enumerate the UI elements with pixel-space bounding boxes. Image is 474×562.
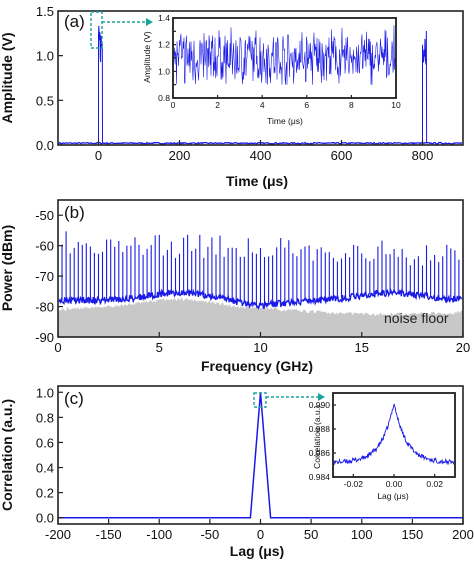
panel-c-xtick-label: -200 (45, 527, 71, 542)
panel-a-inset: 0 2 4 6 8 10 0.8 1.0 1.2 1.4 Time (μs) Amplitude … (142, 13, 401, 126)
panel-a-inset-ytick-label: 0.8 (158, 93, 170, 103)
panel-b-ytick-label: -80 (35, 300, 54, 315)
panel-b: 0 5 10 15 20-90-80-70-60-50 (b) noise floor … (0, 199, 470, 374)
panel-a-zoom-box (90, 11, 103, 49)
panel-a-inset-ylabel: Amplitude (V) (142, 31, 152, 83)
panel-c-xtick-label: -50 (200, 527, 219, 542)
panel-c-ylabel: Correlation (a.u.) (0, 399, 15, 511)
panel-b-xlabel: Frequency (GHz) (201, 358, 313, 374)
panel-c-inset-xlabel: Lag (μs) (377, 491, 409, 501)
panel-a-xtick-label: 200 (169, 148, 191, 163)
noise-floor-area (58, 297, 463, 337)
panel-a-ytick-label: 0.0 (36, 138, 54, 153)
panel-c-zoom-box (253, 392, 267, 408)
panel-a-xtick-label: 600 (331, 148, 353, 163)
panel-c-inset-ylabel: Correlation (a.u.) (312, 405, 322, 469)
panel-a-inset-trace (173, 25, 396, 85)
panel-c-inset-xtick-label: 0.00 (386, 479, 403, 489)
panel-c-xtick-label: 100 (351, 527, 373, 542)
panel-c-label: (c) (64, 389, 84, 408)
noise-floor-label: noise floor (384, 310, 449, 326)
panel-c-ytick-label: 0.4 (36, 461, 54, 476)
panel-c: -200 -150 -100 -50 0 50 100 150 200 0.0 0.2 0.4 0.6 0… (0, 385, 474, 559)
panel-a-inset-xtick-label: 0 (171, 100, 176, 110)
panel-a-ytick-label: 1.5 (36, 4, 54, 19)
panel-a-xtick-label: 400 (250, 148, 272, 163)
panel-c-ytick-label: 0.6 (36, 435, 54, 450)
panel-a-inset-xlabel: Time (μs) (267, 116, 303, 126)
panel-a-label: (a) (64, 12, 85, 31)
panel-a-inset-ytick-label: 1.2 (158, 40, 170, 50)
panel-a-pulse (422, 30, 428, 144)
panel-c-xtick-label: -150 (96, 527, 122, 542)
panel-c-xtick-label: -100 (146, 527, 172, 542)
panel-a-inset-xtick-label: 10 (391, 100, 401, 110)
panel-c-inset-background (333, 393, 455, 477)
panel-c-ytick-label: 1.0 (36, 385, 54, 400)
panel-a-xtick-label: 800 (412, 148, 434, 163)
panel-c-inset-ytick-label: 0.986 (309, 448, 331, 458)
panel-b-xtick-label: 0 (54, 340, 61, 355)
panel-c-inset-ytick-label: 0.984 (309, 472, 331, 482)
panel-b-label: (b) (64, 203, 85, 222)
panel-a-inset-xtick-label: 2 (215, 100, 220, 110)
panel-b-ylabel: Power (dBm) (0, 225, 15, 311)
panel-b-ytick-label: -50 (35, 208, 54, 223)
panel-c-xtick-label: 200 (452, 527, 474, 542)
panel-c-inset-trace (333, 403, 455, 466)
panel-b-xtick-label: 5 (156, 340, 163, 355)
panel-a-ytick-label: 0.5 (36, 93, 54, 108)
panel-b-xtick-label: 20 (456, 340, 470, 355)
panel-b-ytick-label: -60 (35, 239, 54, 254)
panel-c-ytick-label: 0.2 (36, 486, 54, 501)
panel-a-inset-xtick-label: 8 (349, 100, 354, 110)
panel-c-inset: -0.02 0.00 0.02 0.984 0.986 0.988 0.990 Lag (μ… (309, 392, 456, 501)
panel-a-inset-xtick-label: 4 (260, 100, 265, 110)
panel-c-inset-ytick-label: 0.990 (309, 400, 331, 410)
panel-a-ytick-label: 1.0 (36, 49, 54, 64)
panel-c-ytick-label: 0.0 (36, 511, 54, 526)
panel-a-xtick-label: 0 (95, 148, 102, 163)
panel-c-ytick-label: 0.8 (36, 410, 54, 425)
panel-a-zoom-arrowhead (146, 18, 153, 26)
panel-b-ytick-label: -90 (35, 330, 54, 345)
panel-c-inset-xtick-label: -0.02 (344, 479, 364, 489)
panel-a-inset-xtick-label: 6 (304, 100, 309, 110)
panel-a-inset-ytick-label: 1.0 (158, 66, 170, 76)
panel-b-ytick-label: -70 (35, 269, 54, 284)
panel-a-inset-ytick-label: 1.4 (158, 13, 170, 23)
panel-c-xtick-label: 150 (402, 527, 424, 542)
panel-c-inset-xtick-label: 0.02 (426, 479, 443, 489)
panel-c-xlabel: Lag (μs) (230, 543, 284, 559)
panel-c-zoom-arrowhead (318, 393, 325, 401)
panel-c-xtick-label: 0 (257, 527, 264, 542)
panel-a-xlabel: Time (μs) (226, 173, 288, 189)
panel-c-inset-ytick-label: 0.988 (309, 424, 331, 434)
panel-b-xtick-label: 15 (355, 340, 369, 355)
panel-a-ylabel: Amplitude (V) (0, 33, 15, 124)
panel-b-xtick-label: 10 (253, 340, 267, 355)
panel-c-xtick-label: 50 (304, 527, 318, 542)
